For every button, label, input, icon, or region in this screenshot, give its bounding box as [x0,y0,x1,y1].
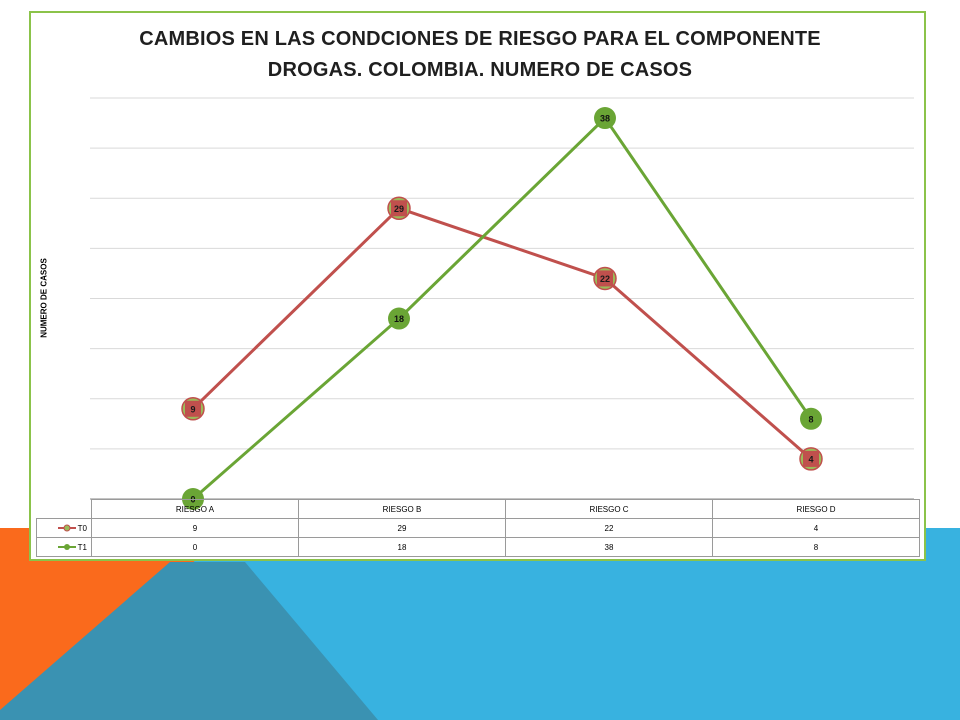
category-label: RIESGO C [505,499,713,519]
chart-title: CAMBIOS EN LAS CONDCIONES DE RIESGO PARA… [0,24,960,86]
legend-label-t1: T1 [77,542,87,552]
data-table-corner [36,499,92,519]
table-cell: 9 [91,518,299,538]
table-cell: 22 [505,518,713,538]
data-table-row-t0: T0 9 29 22 4 [36,518,920,538]
legend-key-t0 [57,524,76,532]
table-cell: 4 [712,518,920,538]
category-label: RIESGO D [712,499,920,519]
category-label: RIESGO B [298,499,506,519]
chart-title-line-1: CAMBIOS EN LAS CONDCIONES DE RIESGO PARA… [139,28,821,50]
category-label: RIESGO A [91,499,299,519]
table-cell: 0 [91,537,299,557]
background-steel-shape [0,562,378,720]
legend-label-t0: T0 [77,523,87,533]
data-table-header-row: RIESGO A RIESGO B RIESGO C RIESGO D [36,499,920,519]
legend-key-t1 [57,544,76,551]
table-cell: 38 [505,537,713,557]
chart-frame [29,11,926,561]
table-cell: 29 [298,518,506,538]
data-table: RIESGO A RIESGO B RIESGO C RIESGO D T0 9… [36,499,920,557]
chart-title-line-2: DROGAS. COLOMBIA. NUMERO DE CASOS [267,59,693,81]
table-cell: 8 [712,537,920,557]
legend-entry-t1: T1 [36,537,92,557]
table-cell: 18 [298,537,506,557]
legend-entry-t0: T0 [36,518,92,538]
y-axis-label-text: NUMERO DE CASOS [39,258,49,338]
data-table-row-t1: T1 0 18 38 8 [36,537,920,557]
